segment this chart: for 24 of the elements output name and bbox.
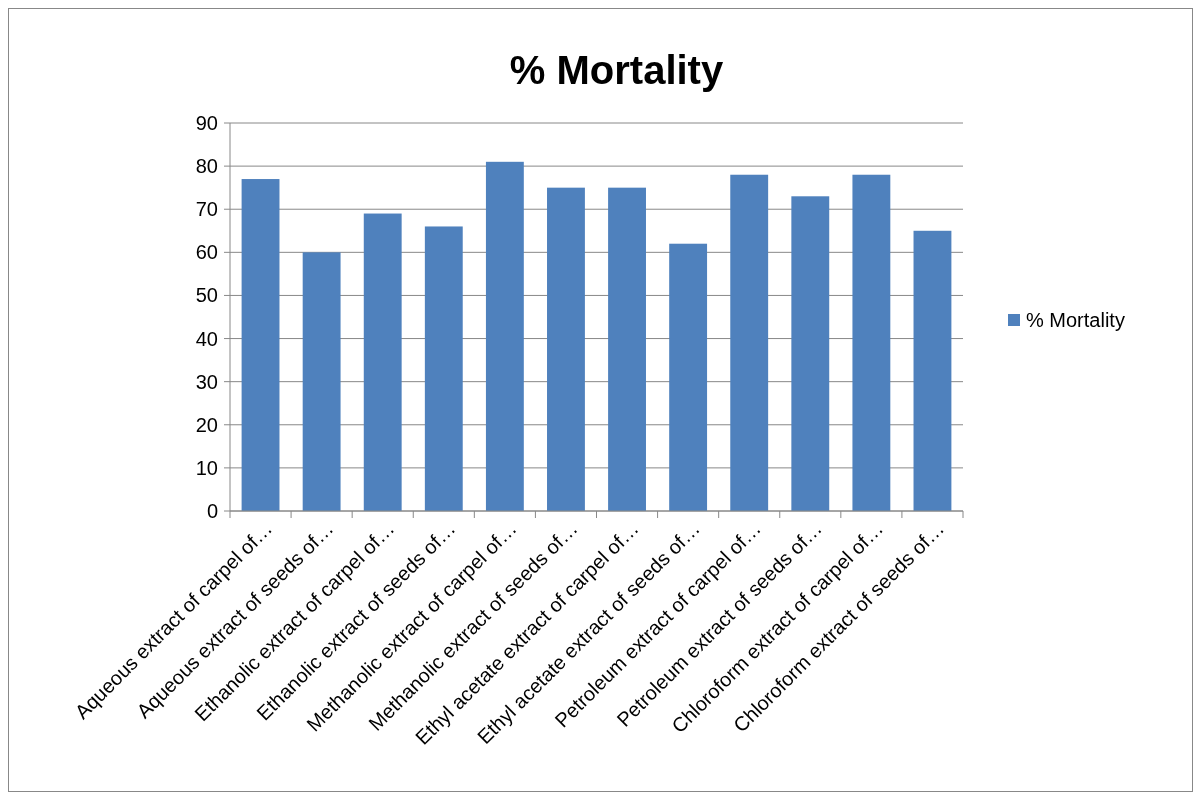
y-tick-label: 40	[195, 327, 218, 350]
legend-label: % Mortality	[1026, 309, 1125, 331]
bar	[363, 213, 402, 511]
bar	[241, 179, 280, 511]
bar	[302, 252, 341, 511]
bar	[547, 187, 585, 511]
bar	[913, 230, 952, 511]
y-tick-label: 70	[195, 198, 218, 221]
y-tick-label: 60	[195, 241, 218, 264]
y-tick-label: 90	[195, 112, 218, 134]
bar	[485, 161, 524, 511]
bar	[730, 174, 769, 511]
y-tick-label: 30	[195, 370, 218, 393]
bar	[424, 226, 463, 511]
y-tick-label: 50	[195, 284, 218, 307]
y-tick-label: 80	[195, 155, 218, 178]
y-tick-label: 10	[195, 456, 218, 479]
bar	[791, 196, 830, 511]
bar	[669, 243, 708, 511]
bar	[608, 187, 646, 511]
chart-title: % Mortality	[509, 48, 724, 92]
bar	[852, 174, 891, 511]
y-tick-label: 20	[195, 413, 218, 436]
y-tick-label: 0	[206, 500, 218, 522]
